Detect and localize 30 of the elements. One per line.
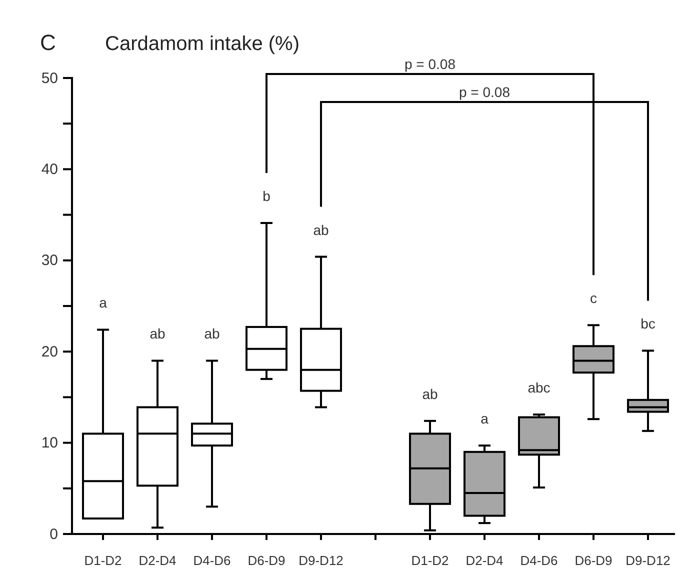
annotation: ab <box>313 222 329 238</box>
y-tick-label: 10 <box>41 434 58 452</box>
x-tick-label: D4-D6 <box>193 553 231 568</box>
x-tick-label: D2-D4 <box>466 553 504 568</box>
y-tick-label: 40 <box>41 161 58 178</box>
y-tick-label: 20 <box>41 343 58 360</box>
x-tick-label: D1-D2 <box>411 553 449 568</box>
text: p = 0.08 <box>404 56 456 72</box>
annotation: bc <box>640 316 656 332</box>
annotation: ab <box>150 326 166 342</box>
x-tick-label: D9-D12 <box>626 553 670 568</box>
x-tick-label: D9-D12 <box>298 553 344 568</box>
x-tick-label: D4-D6 <box>520 553 558 568</box>
x-tick-label: D1-D2 <box>84 553 122 568</box>
x-tick-label: D6-D9 <box>574 553 612 568</box>
y-tick-label: 30 <box>41 252 58 270</box>
x-tick-label: D2-D4 <box>138 553 176 568</box>
annotation: ab <box>422 386 438 402</box>
annotation: ab <box>204 326 220 342</box>
annotation: abc <box>528 380 550 396</box>
annotation: a <box>99 294 108 311</box>
y-tick-label: 50 <box>41 70 58 87</box>
annotation: b <box>262 188 271 204</box>
chart-title: Cardamom intake (%) <box>105 33 300 55</box>
text: C <box>40 30 56 55</box>
annotation: p = 0.08 <box>459 84 510 100</box>
annotation: c <box>590 290 597 306</box>
y-tick-label: 0 <box>50 526 58 543</box>
annotation: a <box>480 410 489 427</box>
x-tick-label: D6-D9 <box>248 553 286 568</box>
